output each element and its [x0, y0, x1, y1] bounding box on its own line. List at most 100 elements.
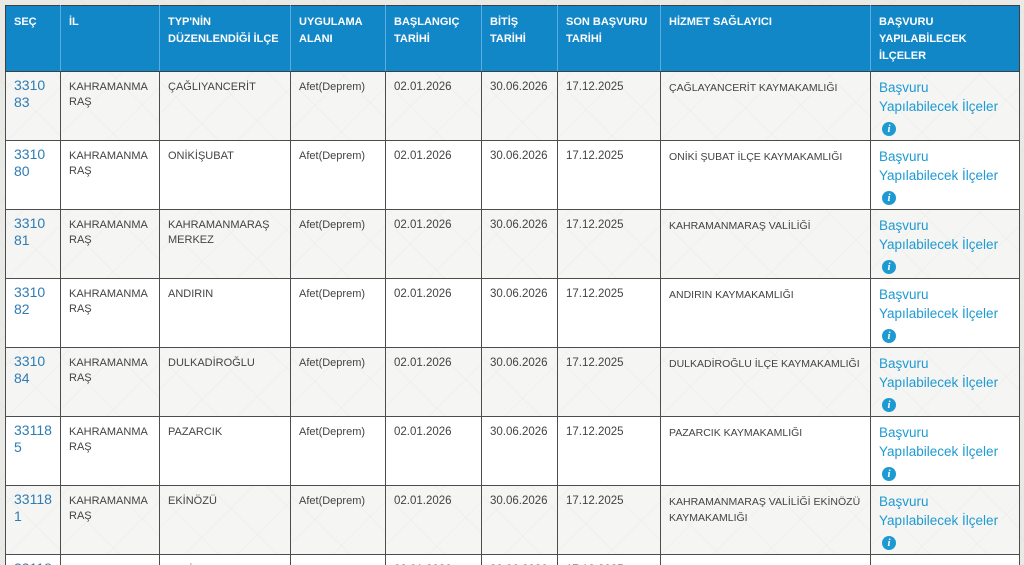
cell-il: KAHRAMANMARAŞ — [60, 554, 160, 565]
cell-son-basvuru-tarihi: 17.12.2025 — [557, 416, 661, 486]
applicable-districts-link[interactable]: Başvuru Yapılabilecek İlçeler i — [879, 149, 999, 205]
header-row: SEÇ İL TYP'NİN DÜZENLENDİĞİ İLÇE UYGULAM… — [5, 5, 1020, 72]
cell-duzenlendigi-ilce: ONİKİŞUBAT — [159, 140, 291, 210]
cell-baslangic-tarihi: 02.01.2026 — [385, 278, 482, 348]
info-circle-icon: i — [882, 191, 896, 205]
applicable-districts-link[interactable]: Başvuru Yapılabilecek İlçeleri — [879, 287, 999, 343]
cell-sec: 331083 — [5, 71, 61, 141]
info-circle-icon: i — [882, 536, 896, 550]
applicable-districts-link[interactable]: Başvuru Yapılabilecek İlçeleri — [879, 494, 998, 550]
cell-uygulama-alani: Afet(Deprem) — [290, 278, 386, 348]
applicable-districts-label: Başvuru Yapılabilecek İlçeler — [879, 425, 999, 459]
cell-duzenlendigi-ilce: PAZARCIK — [159, 416, 291, 486]
cell-hizmet-saglayici: KAHRAMANMARAŞ VALİLİĞİ — [660, 209, 871, 279]
cell-son-basvuru-tarihi: 17.12.2025 — [557, 347, 661, 417]
cell-uygulama-alani: Afet(Deprem) — [290, 209, 386, 279]
typ-id-link[interactable]: 331185 — [14, 422, 52, 455]
cell-uygulama-alani: Afet(Deprem) — [290, 347, 386, 417]
cell-baslangic-tarihi: 02.01.2026 — [385, 554, 482, 565]
applicable-districts-link[interactable]: Başvuru Yapılabilecek İlçeler i — [879, 218, 999, 274]
cell-basvuru-ilceler: Başvuru Yapılabilecek İlçeleri — [870, 278, 1020, 348]
cell-sec: 331080 — [5, 140, 61, 210]
typ-id-link[interactable]: 331084 — [14, 353, 46, 386]
column-header-hizmet-saglayici: HİZMET SAĞLAYICI — [660, 5, 871, 72]
cell-uygulama-alani: Afet(Deprem) — [290, 485, 386, 555]
cell-baslangic-tarihi: 02.01.2026 — [385, 209, 482, 279]
cell-basvuru-ilceler: Başvuru Yapılabilecek İlçeleri — [870, 554, 1020, 565]
cell-bitis-tarihi: 30.06.2026 — [481, 71, 558, 141]
cell-hizmet-saglayici: KAHRAMANMARAŞ VALİLİĞİ EKİNÖZÜ KAYMAKAML… — [660, 485, 871, 555]
info-circle-icon: i — [882, 260, 896, 274]
cell-son-basvuru-tarihi: 17.12.2025 — [557, 554, 661, 565]
cell-uygulama-alani: Afet(Deprem) — [290, 140, 386, 210]
cell-uygulama-alani: Afet(Deprem) — [290, 71, 386, 141]
cell-son-basvuru-tarihi: 17.12.2025 — [557, 71, 661, 141]
cell-hizmet-saglayici: ANDIRIN KAYMAKAMLIĞI — [660, 278, 871, 348]
typ-id-link[interactable]: 331080 — [14, 146, 46, 179]
typ-id-link[interactable]: 331081 — [14, 215, 46, 248]
table-row: 331181 KAHRAMANMARAŞ EKİNÖZÜ Afet(Deprem… — [5, 485, 1020, 555]
typ-id-link[interactable]: 331083 — [14, 77, 46, 110]
cell-duzenlendigi-ilce: KAHRAMANMARAŞ MERKEZ — [159, 209, 291, 279]
typ-id-link[interactable]: 331082 — [14, 284, 46, 317]
cell-son-basvuru-tarihi: 17.12.2025 — [557, 209, 661, 279]
typ-id-link[interactable]: 331181 — [14, 491, 52, 524]
applicable-districts-label: Başvuru Yapılabilecek İlçeler — [879, 563, 998, 565]
typ-program-table: SEÇ İL TYP'NİN DÜZENLENDİĞİ İLÇE UYGULAM… — [5, 5, 1020, 565]
cell-duzenlendigi-ilce: EKİNÖZÜ — [159, 485, 291, 555]
cell-bitis-tarihi: 30.06.2026 — [481, 485, 558, 555]
applicable-districts-link[interactable]: Başvuru Yapılabilecek İlçeleri — [879, 80, 999, 136]
applicable-districts-label: Başvuru Yapılabilecek İlçeler — [879, 356, 999, 390]
cell-sec: 331082 — [5, 278, 61, 348]
cell-uygulama-alani: Afet(Deprem) — [290, 554, 386, 565]
column-header-bitis-tarihi: BİTİŞ TARİHİ — [481, 5, 558, 72]
cell-il: KAHRAMANMARAŞ — [60, 71, 160, 141]
cell-hizmet-saglayici: ONİKİ ŞUBAT İLÇE KAYMAKAMLIĞI — [660, 140, 871, 210]
applicable-districts-label: Başvuru Yapılabilecek İlçeler — [879, 80, 999, 114]
cell-il: KAHRAMANMARAŞ — [60, 347, 160, 417]
cell-basvuru-ilceler: Başvuru Yapılabilecek İlçeleri — [870, 71, 1020, 141]
column-header-il: İL — [60, 5, 160, 72]
column-header-basvuru-ilceler: BAŞVURU YAPILABİLECEK İLÇELER — [870, 5, 1020, 72]
table-row: 331081 KAHRAMANMARAŞ KAHRAMANMARAŞ MERKE… — [5, 209, 1020, 279]
cell-duzenlendigi-ilce: AFŞİN — [159, 554, 291, 565]
cell-hizmet-saglayici: AFŞİN KAYMAKAMLIĞI — [660, 554, 871, 565]
applicable-districts-link[interactable]: Başvuru Yapılabilecek İlçeleri — [879, 563, 998, 565]
cell-baslangic-tarihi: 02.01.2026 — [385, 485, 482, 555]
applicable-districts-link[interactable]: Başvuru Yapılabilecek İlçeleri — [879, 425, 999, 481]
applicable-districts-label: Başvuru Yapılabilecek İlçeler — [879, 218, 999, 252]
cell-bitis-tarihi: 30.06.2026 — [481, 140, 558, 210]
cell-sec: 331181 — [5, 485, 61, 555]
cell-baslangic-tarihi: 02.01.2026 — [385, 347, 482, 417]
typ-id-link[interactable]: 331180 — [14, 560, 52, 565]
cell-duzenlendigi-ilce: ÇAĞLIYANCERİT — [159, 71, 291, 141]
cell-hizmet-saglayici: PAZARCIK KAYMAKAMLIĞI — [660, 416, 871, 486]
cell-son-basvuru-tarihi: 17.12.2025 — [557, 278, 661, 348]
cell-basvuru-ilceler: Başvuru Yapılabilecek İlçeleri — [870, 347, 1020, 417]
applicable-districts-label: Başvuru Yapılabilecek İlçeler — [879, 149, 999, 183]
applicable-districts-label: Başvuru Yapılabilecek İlçeler — [879, 287, 999, 321]
column-header-sec: SEÇ — [5, 5, 61, 72]
table-body: 331083 KAHRAMANMARAŞ ÇAĞLIYANCERİT Afet(… — [5, 71, 1020, 565]
table-row: 331084 KAHRAMANMARAŞ DULKADİROĞLU Afet(D… — [5, 347, 1020, 417]
cell-son-basvuru-tarihi: 17.12.2025 — [557, 140, 661, 210]
cell-sec: 331081 — [5, 209, 61, 279]
cell-uygulama-alani: Afet(Deprem) — [290, 416, 386, 486]
cell-hizmet-saglayici: ÇAĞLAYANCERİT KAYMAKAMLIĞI — [660, 71, 871, 141]
cell-il: KAHRAMANMARAŞ — [60, 416, 160, 486]
table-row: 331082 KAHRAMANMARAŞ ANDIRIN Afet(Deprem… — [5, 278, 1020, 348]
cell-basvuru-ilceler: Başvuru Yapılabilecek İlçeler i — [870, 209, 1020, 279]
table-row: 331083 KAHRAMANMARAŞ ÇAĞLIYANCERİT Afet(… — [5, 71, 1020, 141]
cell-il: KAHRAMANMARAŞ — [60, 278, 160, 348]
column-header-duzenlendigi-ilce: TYP'NİN DÜZENLENDİĞİ İLÇE — [159, 5, 291, 72]
cell-il: KAHRAMANMARAŞ — [60, 209, 160, 279]
applicable-districts-link[interactable]: Başvuru Yapılabilecek İlçeleri — [879, 356, 999, 412]
column-header-son-basvuru-tarihi: SON BAŞVURU TARİHİ — [557, 5, 661, 72]
cell-baslangic-tarihi: 02.01.2026 — [385, 71, 482, 141]
cell-basvuru-ilceler: Başvuru Yapılabilecek İlçeleri — [870, 416, 1020, 486]
cell-sec: 331185 — [5, 416, 61, 486]
column-header-baslangic-tarihi: BAŞLANGIÇ TARİHİ — [385, 5, 482, 72]
cell-basvuru-ilceler: Başvuru Yapılabilecek İlçeleri — [870, 485, 1020, 555]
cell-baslangic-tarihi: 02.01.2026 — [385, 416, 482, 486]
cell-duzenlendigi-ilce: ANDIRIN — [159, 278, 291, 348]
